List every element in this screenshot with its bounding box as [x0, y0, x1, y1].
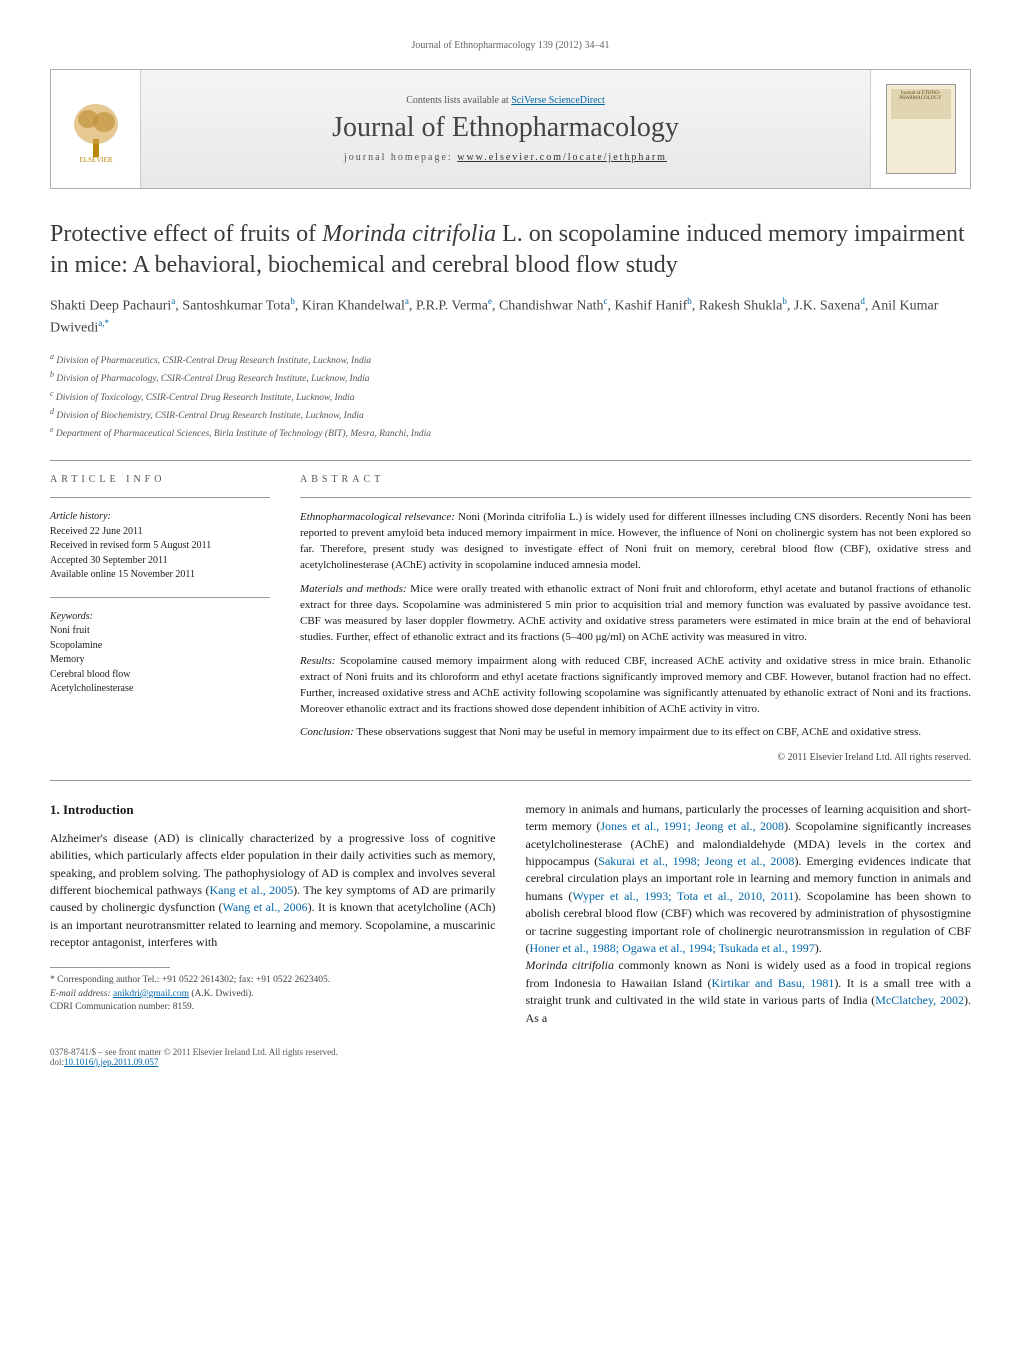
journal-banner: ELSEVIER Contents lists available at Sci…	[50, 69, 971, 189]
banner-center: Contents lists available at SciVerse Sci…	[141, 70, 870, 188]
abstract-paragraph: Conclusion: These observations suggest t…	[300, 725, 971, 741]
doi-line: doi:10.1016/j.jep.2011.09.057	[50, 1057, 971, 1067]
affiliations: a Division of Pharmaceutics, CSIR-Centra…	[50, 351, 971, 442]
keyword-line: Memory	[50, 653, 270, 668]
doi-link[interactable]: 10.1016/j.jep.2011.09.057	[64, 1057, 158, 1067]
body-right-column: memory in animals and humans, particular…	[526, 801, 972, 1027]
cdri-comm: CDRI Communication number: 8159.	[50, 1001, 496, 1014]
info-divider	[50, 497, 270, 498]
cover-thumb-box: Journal of ETHNO-PHARMACOLOGY	[870, 70, 970, 188]
body-paragraph: Morinda citrifolia commonly known as Non…	[526, 957, 972, 1027]
cover-thumbnail: Journal of ETHNO-PHARMACOLOGY	[886, 84, 956, 174]
article-history-block: Article history: Received 22 June 2011Re…	[50, 510, 270, 583]
keyword-line: Scopolamine	[50, 639, 270, 654]
journal-title: Journal of Ethnopharmacology	[332, 112, 679, 144]
body-paragraph: Alzheimer's disease (AD) is clinically c…	[50, 830, 496, 952]
history-head: Article history:	[50, 510, 270, 525]
keyword-line: Cerebral blood flow	[50, 668, 270, 683]
bottom-issn-doi: 0378-8741/$ – see front matter © 2011 El…	[50, 1047, 971, 1067]
abstract-paragraph: Results: Scopolamine caused memory impai…	[300, 654, 971, 718]
email-line: E-mail address: anikdri@gmail.com (A.K. …	[50, 988, 496, 1001]
authors-line: Shakti Deep Pachauria, Santoshkumar Tota…	[50, 295, 971, 338]
affiliation-line: c Division of Toxicology, CSIR-Central D…	[50, 388, 971, 405]
doi-label: doi:	[50, 1057, 64, 1067]
abstract-divider	[300, 497, 971, 498]
email-label: E-mail address:	[50, 989, 113, 999]
email-link[interactable]: anikdri@gmail.com	[113, 989, 189, 999]
info-divider-2	[50, 597, 270, 598]
abstract-paragraph: Materials and methods: Mice were orally …	[300, 582, 971, 646]
history-line: Received in revised form 5 August 2011	[50, 539, 270, 554]
body-left-column: 1. Introduction Alzheimer's disease (AD)…	[50, 801, 496, 1027]
footnotes: * Corresponding author Tel.: +91 0522 26…	[50, 974, 496, 1014]
journal-ref-line: Journal of Ethnopharmacology 139 (2012) …	[50, 40, 971, 51]
affiliation-line: e Department of Pharmaceutical Sciences,…	[50, 424, 971, 441]
abstract-label: ABSTRACT	[300, 473, 971, 488]
article-info-column: ARTICLE INFO Article history: Received 2…	[50, 473, 270, 766]
elsevier-label: ELSEVIER	[79, 156, 112, 164]
body-paragraph: memory in animals and humans, particular…	[526, 801, 972, 958]
email-tail: (A.K. Dwivedi).	[189, 989, 254, 999]
affiliation-line: a Division of Pharmaceutics, CSIR-Centra…	[50, 351, 971, 368]
keywords-block: Keywords: Noni fruitScopolamineMemoryCer…	[50, 610, 270, 697]
homepage-link[interactable]: www.elsevier.com/locate/jethpharm	[457, 152, 667, 163]
homepage-line: journal homepage: www.elsevier.com/locat…	[344, 152, 667, 163]
elsevier-logo-box: ELSEVIER	[51, 70, 141, 188]
divider-bottom	[50, 780, 971, 781]
history-line: Available online 15 November 2011	[50, 568, 270, 583]
contents-prefix: Contents lists available at	[406, 95, 511, 106]
corresponding-author: * Corresponding author Tel.: +91 0522 26…	[50, 974, 496, 987]
intro-heading: 1. Introduction	[50, 801, 496, 820]
affiliation-line: b Division of Pharmacology, CSIR-Central…	[50, 369, 971, 386]
sciencedirect-link[interactable]: SciVerse ScienceDirect	[511, 95, 605, 106]
keyword-line: Noni fruit	[50, 624, 270, 639]
keyword-line: Acetylcholinesterase	[50, 682, 270, 697]
history-line: Received 22 June 2011	[50, 525, 270, 540]
divider-top	[50, 460, 971, 461]
history-line: Accepted 30 September 2011	[50, 554, 270, 569]
affiliation-line: d Division of Biochemistry, CSIR-Central…	[50, 406, 971, 423]
article-title: Protective effect of fruits of Morinda c…	[50, 219, 971, 281]
abstract-paragraph: Ethnopharmacological relsevance: Noni (M…	[300, 510, 971, 574]
body-columns: 1. Introduction Alzheimer's disease (AD)…	[50, 801, 971, 1027]
issn-line: 0378-8741/$ – see front matter © 2011 El…	[50, 1047, 971, 1057]
footnote-separator	[50, 967, 170, 968]
info-abstract-row: ARTICLE INFO Article history: Received 2…	[50, 473, 971, 766]
elsevier-tree-icon: ELSEVIER	[66, 94, 126, 164]
contents-line: Contents lists available at SciVerse Sci…	[406, 95, 605, 106]
keywords-head: Keywords:	[50, 610, 270, 625]
article-info-label: ARTICLE INFO	[50, 473, 270, 488]
abstract-column: ABSTRACT Ethnopharmacological relsevance…	[300, 473, 971, 766]
title-species: Morinda citrifolia	[322, 221, 496, 247]
abstract-copyright: © 2011 Elsevier Ireland Ltd. All rights …	[300, 751, 971, 766]
title-pre: Protective effect of fruits of	[50, 221, 322, 247]
homepage-prefix: journal homepage:	[344, 152, 457, 163]
cover-label: Journal of ETHNO-PHARMACOLOGY	[887, 91, 955, 101]
